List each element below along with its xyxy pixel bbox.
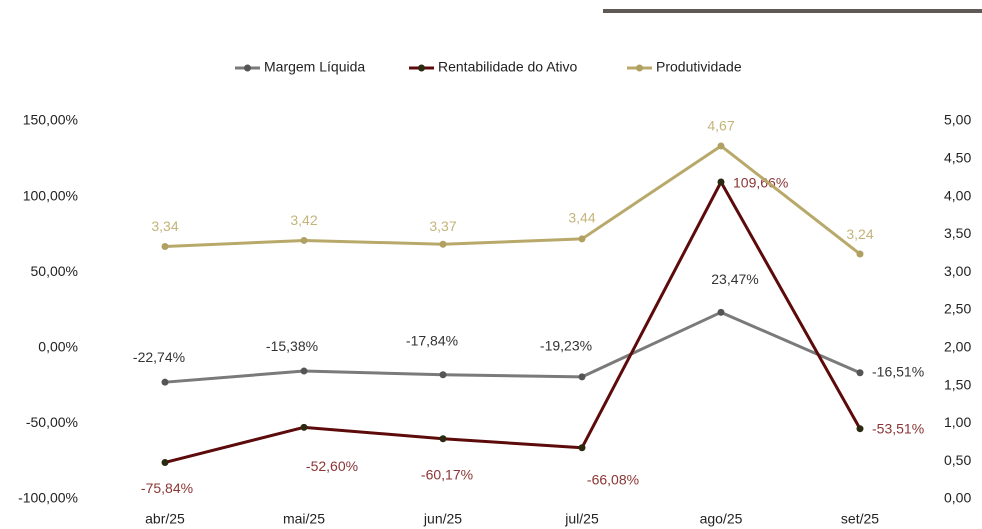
series-marker <box>717 142 725 150</box>
data-label: -17,84% <box>406 332 458 348</box>
series-line <box>164 144 861 256</box>
y2-tick-label: 3,00 <box>944 263 971 279</box>
data-label: 3,34 <box>151 218 178 234</box>
series-marker <box>856 250 864 258</box>
legend-marker <box>244 64 251 72</box>
data-label: 3,37 <box>429 218 456 234</box>
x-tick-label: ago/25 <box>700 511 743 527</box>
y2-tick-label: 4,50 <box>944 150 971 166</box>
y2-tick-label: 1,00 <box>944 414 971 430</box>
series-marker <box>578 373 586 381</box>
y2-tick-label: 4,00 <box>944 187 971 203</box>
data-label: -19,23% <box>540 338 592 354</box>
data-label: -60,17% <box>421 466 473 482</box>
y2-tick-label: 1,50 <box>944 376 971 392</box>
data-label: -15,38% <box>266 338 318 354</box>
series-line <box>164 180 862 464</box>
legend-label: Margem Líquida <box>264 59 365 75</box>
series-marker <box>300 423 308 431</box>
data-label: -66,08% <box>587 471 639 487</box>
y2-tick-label: 0,50 <box>944 452 971 468</box>
data-label: 3,24 <box>846 226 873 242</box>
data-label: -53,51% <box>872 420 924 436</box>
y2-tick-label: 3,50 <box>944 225 971 241</box>
y-tick-label: 150,00% <box>23 112 78 128</box>
legend-label: Rentabilidade do Ativo <box>438 59 578 75</box>
series-marker <box>161 242 169 250</box>
series-marker <box>856 425 864 433</box>
series-marker <box>439 371 447 379</box>
series-marker <box>578 235 586 243</box>
y-tick-label: 50,00% <box>31 263 78 279</box>
x-tick-label: jul/25 <box>564 511 599 527</box>
data-label: -75,84% <box>141 480 193 496</box>
data-label: 3,42 <box>290 212 317 228</box>
data-label: 4,67 <box>707 118 734 134</box>
x-tick-label: jun/25 <box>423 511 462 527</box>
header-bar <box>603 9 982 13</box>
series-marker <box>300 367 308 375</box>
data-label: 23,47% <box>711 271 758 287</box>
y-tick-label: -100,00% <box>18 490 78 506</box>
data-label: -52,60% <box>306 458 358 474</box>
y2-tick-label: 2,00 <box>944 339 971 355</box>
series-marker <box>856 369 864 377</box>
legend-label: Produtividade <box>656 59 742 75</box>
y-tick-label: 100,00% <box>23 187 78 203</box>
series-marker <box>717 308 725 316</box>
x-tick-label: mai/25 <box>283 511 325 527</box>
series-marker <box>717 178 725 186</box>
series-marker <box>300 236 308 244</box>
y2-tick-label: 0,00 <box>944 490 971 506</box>
legend-marker <box>636 64 643 72</box>
series-marker <box>439 240 447 248</box>
legend-marker <box>418 64 425 72</box>
x-tick-label: abr/25 <box>145 511 185 527</box>
series-marker <box>578 444 586 452</box>
series-marker <box>439 435 447 443</box>
x-tick-label: set/25 <box>841 511 879 527</box>
data-label: -22,74% <box>133 349 185 365</box>
y2-tick-label: 2,50 <box>944 301 971 317</box>
y-tick-label: 0,00% <box>38 339 78 355</box>
data-label: 3,44 <box>568 210 595 226</box>
series-marker <box>161 458 169 466</box>
y2-tick-label: 5,00 <box>944 112 971 128</box>
series-marker <box>161 378 169 386</box>
y-tick-label: -50,00% <box>26 414 78 430</box>
data-label: -16,51% <box>872 363 924 379</box>
series-line <box>164 310 861 384</box>
